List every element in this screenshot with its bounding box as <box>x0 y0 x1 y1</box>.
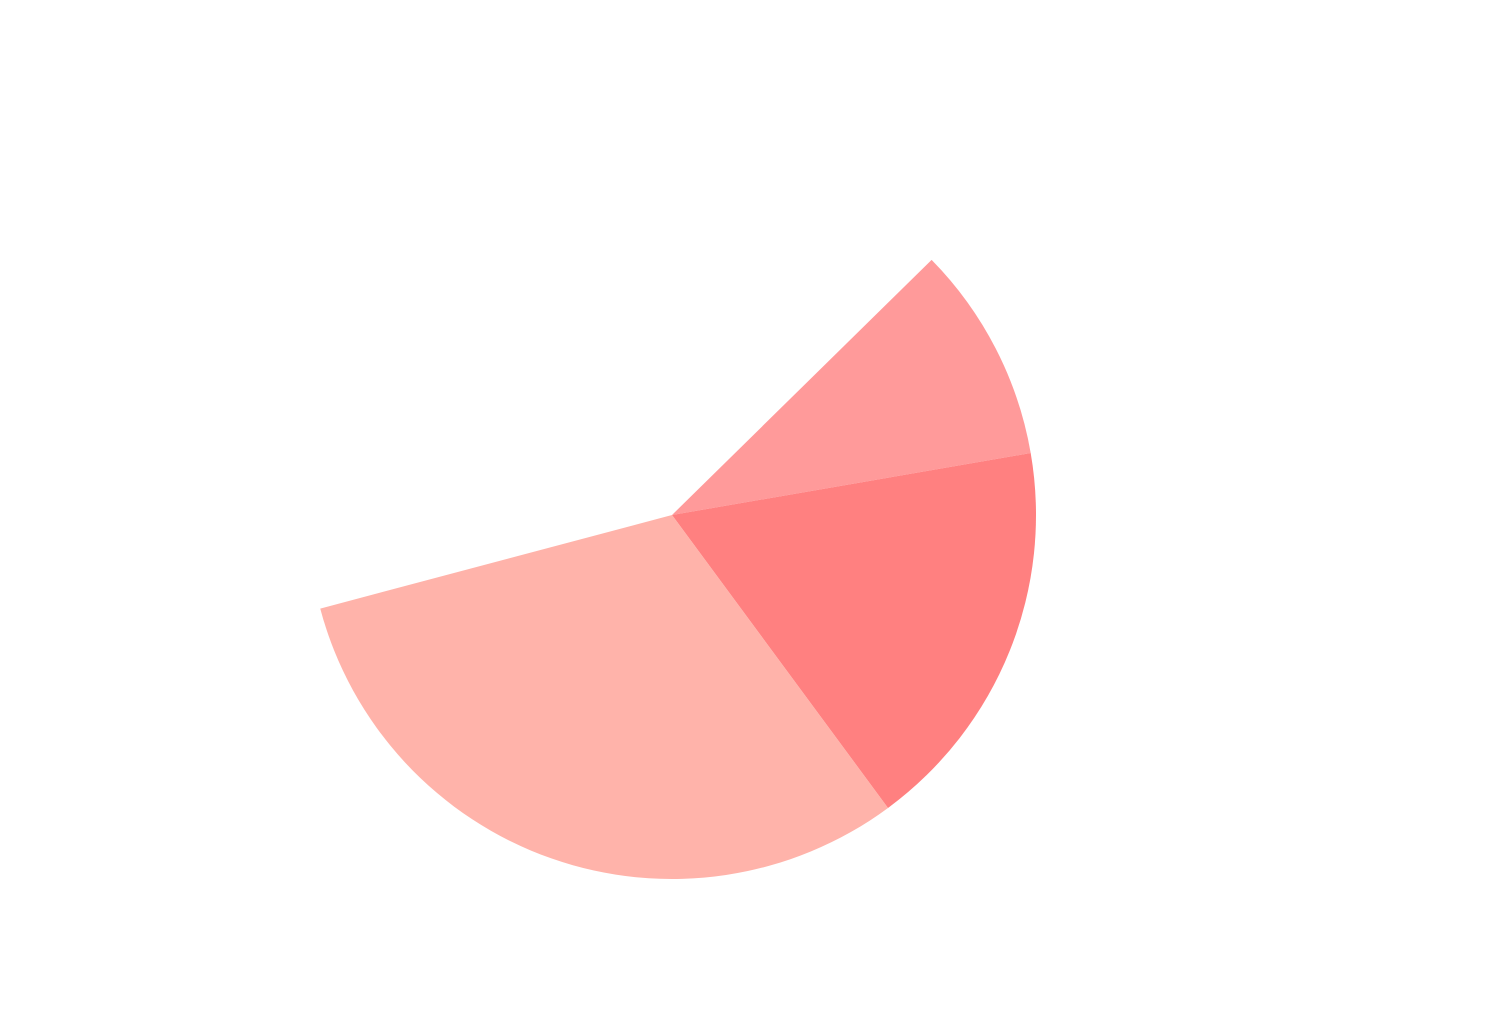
pie-slice-1 <box>672 259 1031 515</box>
pie-slices <box>320 259 1037 879</box>
pie-slice-3 <box>320 515 888 879</box>
pie-slice-2 <box>672 453 1037 808</box>
